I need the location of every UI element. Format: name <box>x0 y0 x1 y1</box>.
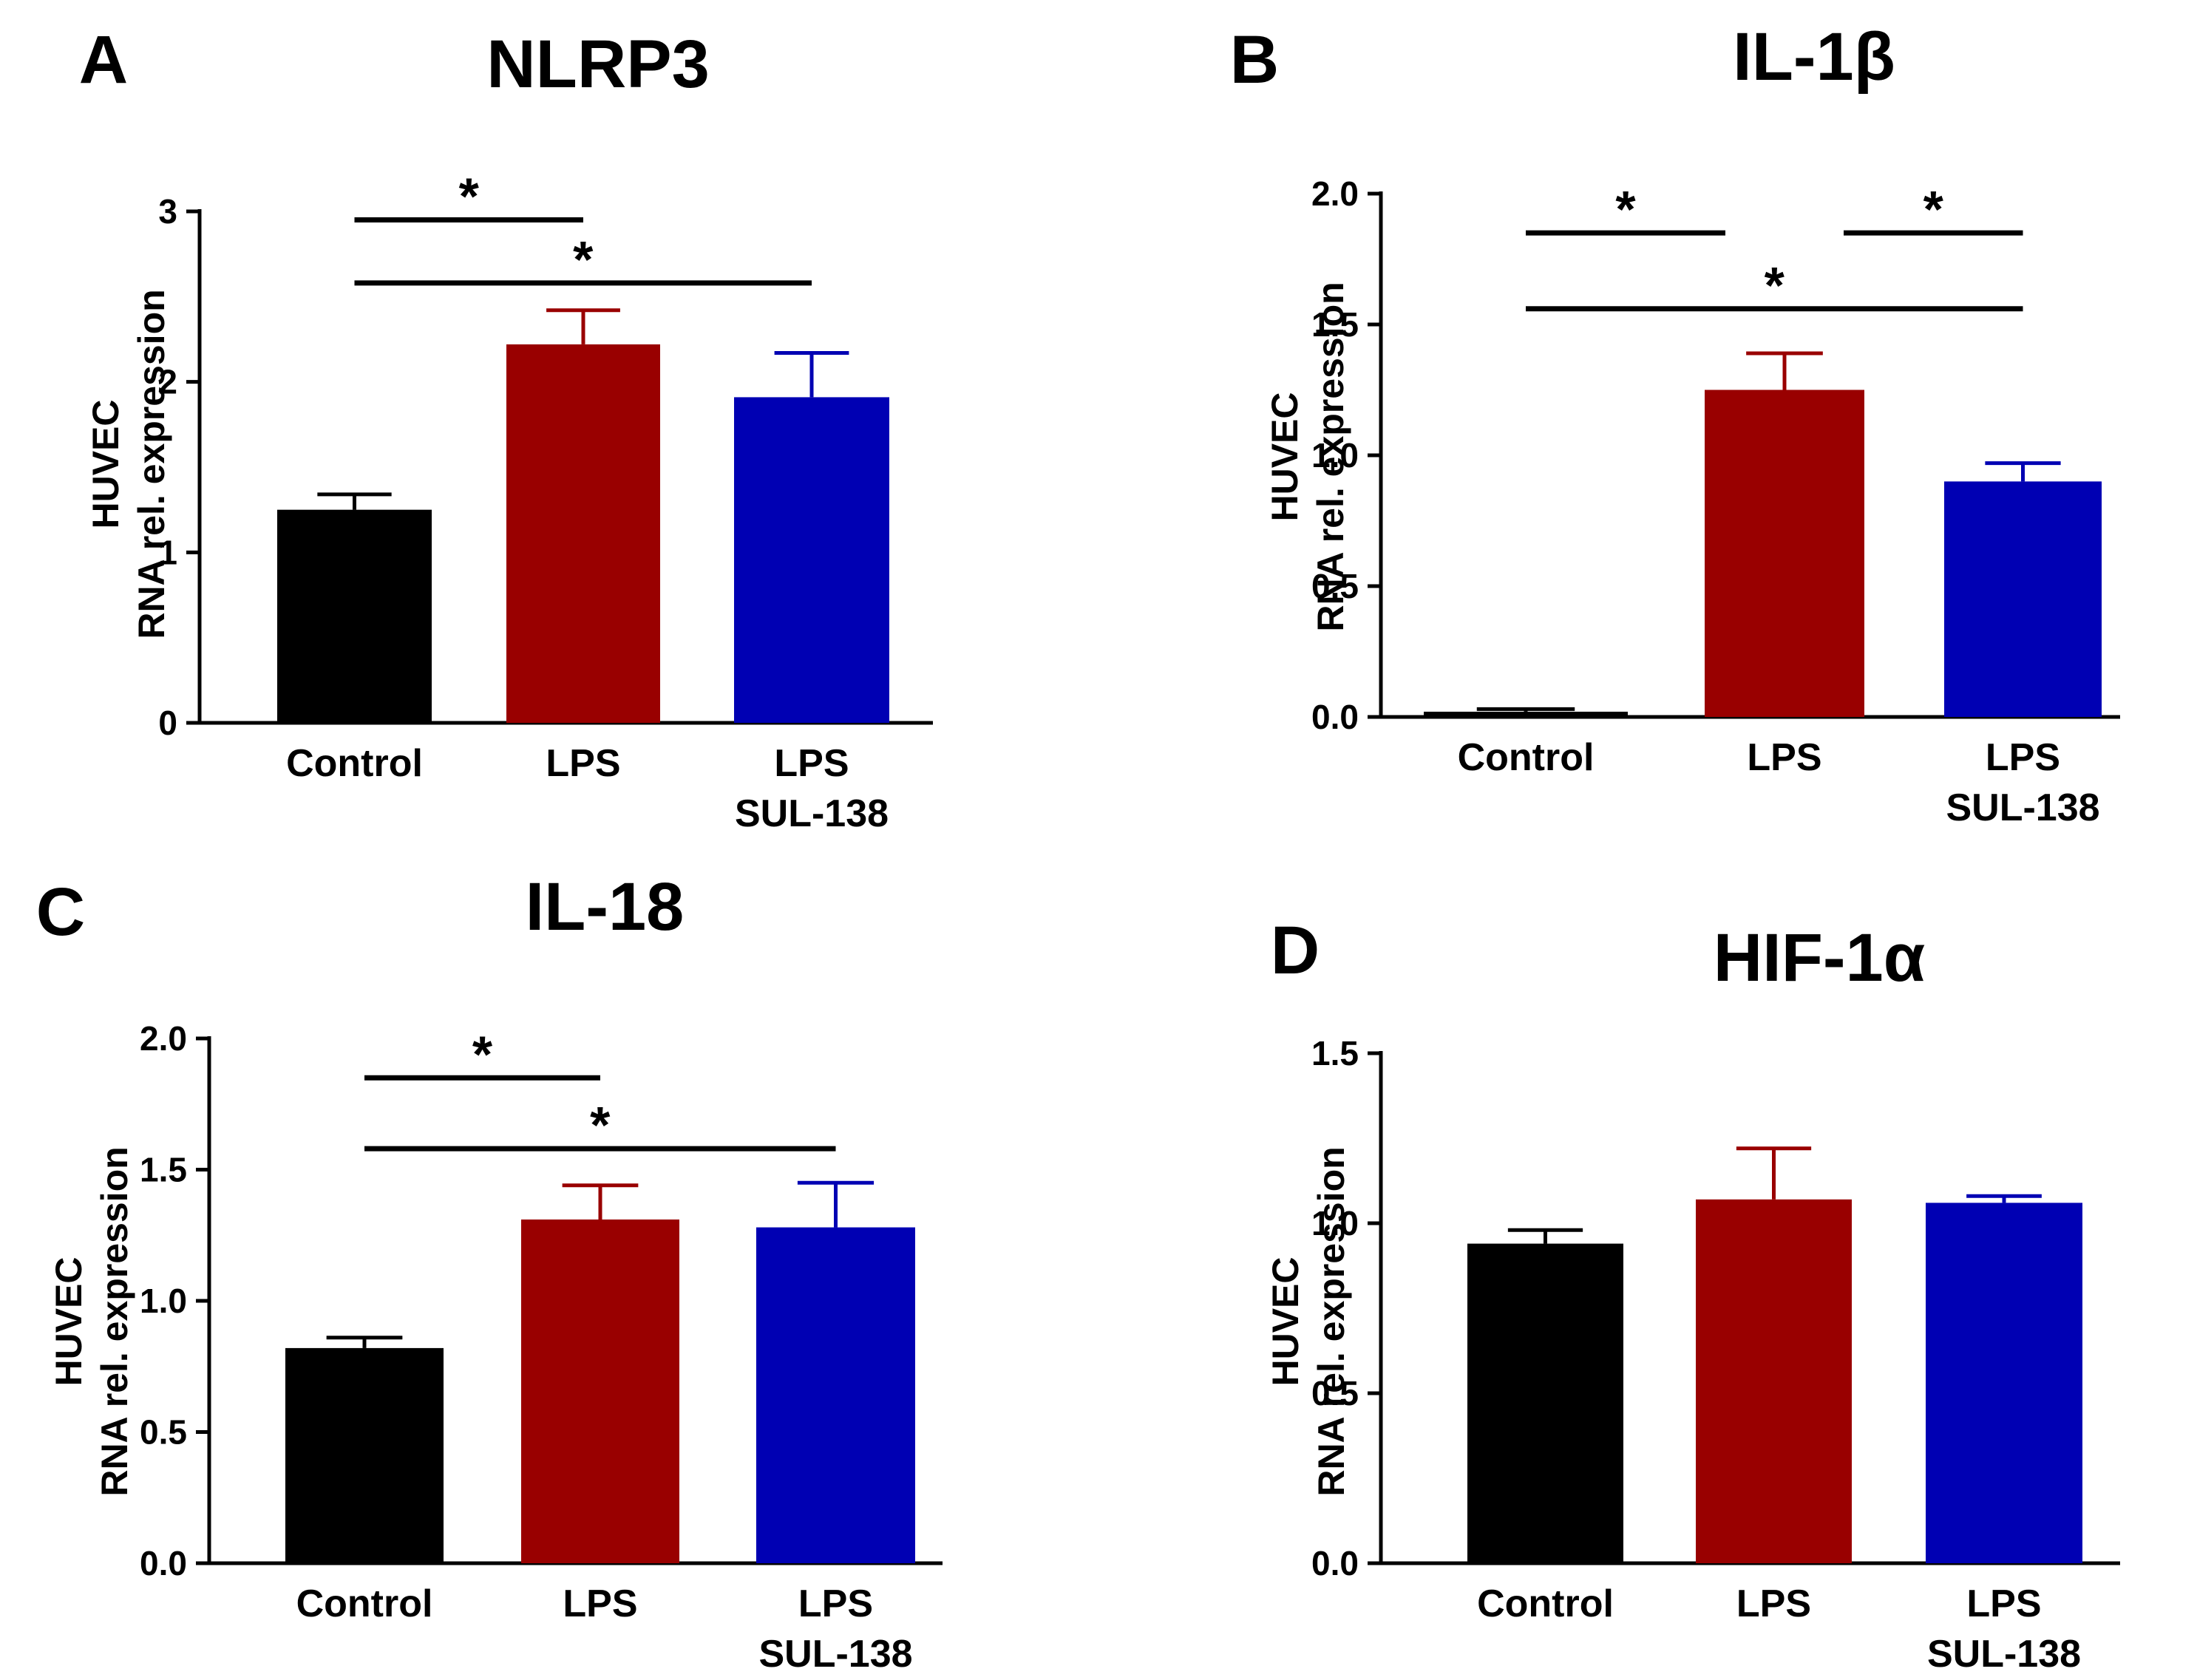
y-tick-label: 1.5 <box>1311 305 1359 344</box>
y-tick-label: 1.5 <box>140 1151 187 1189</box>
y-tick-label: 0 <box>158 704 177 742</box>
significance-marker: * <box>1615 180 1636 238</box>
y-axis-label: HUVEC RNA rel. expression <box>1264 282 1351 631</box>
y-tick-label: 0.5 <box>1311 567 1359 605</box>
chart-title: IL-1β <box>1733 19 1895 95</box>
bar <box>285 1347 444 1563</box>
significance-marker: * <box>1923 180 1944 238</box>
y-axis-label-line2: RNA rel. expression <box>1311 1146 1352 1496</box>
significance-marker: * <box>459 168 480 225</box>
bar <box>734 397 889 723</box>
panel-c: C IL-18 HUVEC RNA rel. expression 0.0 0.5 1.0 1… <box>36 869 943 1676</box>
y-tick-label: 1.5 <box>1311 1034 1359 1072</box>
bar <box>1705 390 1864 717</box>
chart-title: HIF-1α <box>1714 920 1926 996</box>
y-tick-label: 3 <box>158 192 177 231</box>
y-tick-label: 0.0 <box>140 1544 187 1582</box>
y-axis-label: HUVEC RNA rel. expression <box>85 289 172 639</box>
x-tick-label: LPS <box>774 742 849 785</box>
x-tick-label: SUL-138 <box>1946 786 2099 829</box>
panel-a: A NLRP3 HUVEC RNA rel. expression 0 1 2 3 Contro… <box>79 22 933 835</box>
y-tick-label: 2.0 <box>140 1019 187 1058</box>
y-tick-label: 1.0 <box>1311 436 1359 475</box>
y-tick-label: 0.0 <box>1311 1544 1359 1582</box>
panel-letter: B <box>1230 22 1279 98</box>
x-tick-label: LPS <box>1736 1582 1811 1625</box>
y-tick-label: 1.0 <box>140 1282 187 1320</box>
significance-marker: * <box>472 1025 493 1083</box>
x-tick-label: LPS <box>1966 1582 2041 1625</box>
y-axis-label: HUVEC RNA rel. expression <box>1265 1146 1352 1496</box>
significance-marker: * <box>573 231 594 288</box>
y-tick-label: 1 <box>158 533 177 571</box>
x-tick-label: LPS <box>563 1582 637 1625</box>
panel-b: B IL-1β HUVEC RNA rel. expression 0.0 0.5 1.0 1… <box>1230 19 2120 829</box>
y-axis-label-line2: RNA rel. expression <box>1310 282 1351 631</box>
x-tick-label: LPS <box>798 1582 873 1625</box>
y-axis-label-line2: RNA rel. expression <box>131 289 172 639</box>
panel-d: D HIF-1α HUVEC RNA rel. expression 0.0 0.5 1.0… <box>1265 913 2120 1676</box>
bar <box>756 1227 915 1563</box>
y-axis-label-line1: HUVEC <box>85 399 126 528</box>
bar <box>521 1219 679 1563</box>
bar <box>1944 481 2102 717</box>
y-axis-label-line1: HUVEC <box>1265 1256 1306 1386</box>
x-tick-label: LPS <box>1747 736 1821 779</box>
x-tick-label: SUL-138 <box>758 1633 912 1676</box>
y-tick-label: 0.5 <box>1311 1374 1359 1412</box>
x-tick-label: Control <box>296 1582 433 1625</box>
y-axis-label-line1: HUVEC <box>48 1256 89 1386</box>
significance-marker: * <box>1765 256 1785 314</box>
x-tick-label: SUL-138 <box>735 792 889 835</box>
x-tick-label: Control <box>1458 736 1595 779</box>
y-tick-label: 2 <box>158 363 177 401</box>
y-tick-label: 0.5 <box>140 1413 187 1452</box>
bar <box>1467 1243 1623 1563</box>
y-tick-label: 1.0 <box>1311 1204 1359 1242</box>
y-axis-label-line2: RNA rel. expression <box>94 1146 135 1496</box>
y-tick-label: 0.0 <box>1311 698 1359 736</box>
bar <box>506 344 660 723</box>
panel-letter: A <box>79 22 128 98</box>
x-tick-label: Control <box>1477 1582 1614 1625</box>
y-tick-label: 2.0 <box>1311 174 1359 213</box>
y-axis-label: HUVEC RNA rel. expression <box>48 1146 135 1496</box>
chart-title: NLRP3 <box>486 27 710 102</box>
x-tick-label: LPS <box>546 742 620 785</box>
x-tick-label: Control <box>286 742 423 785</box>
panel-letter: C <box>36 874 85 950</box>
bar <box>1424 711 1628 717</box>
bar <box>277 509 432 723</box>
chart-title: IL-18 <box>526 869 685 945</box>
bar <box>1696 1199 1852 1563</box>
panel-letter: D <box>1271 913 1320 988</box>
significance-marker: * <box>590 1096 611 1154</box>
y-axis-label-line1: HUVEC <box>1264 392 1305 521</box>
bar <box>1926 1203 2082 1563</box>
x-tick-label: LPS <box>1986 736 2060 779</box>
x-tick-label: SUL-138 <box>1927 1633 2081 1676</box>
